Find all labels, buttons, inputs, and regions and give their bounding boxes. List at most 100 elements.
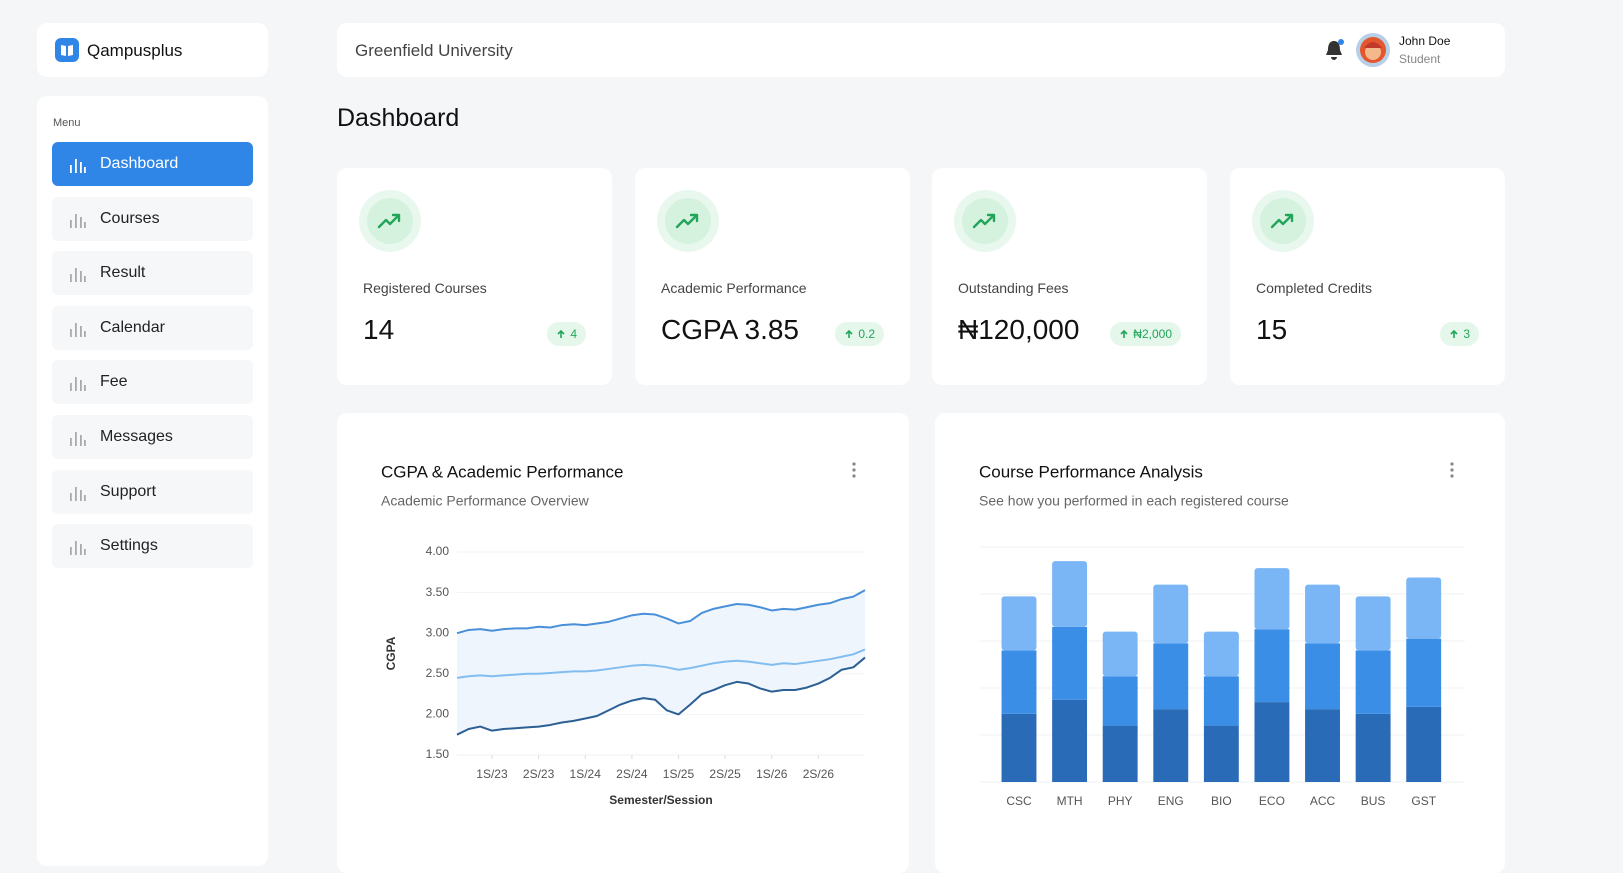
up-arrow-path — [1450, 329, 1458, 338]
up-arrow — [557, 329, 565, 338]
x-tick-label: 2S/23 — [523, 767, 555, 781]
stat-label: Completed Credits — [1256, 280, 1372, 296]
menu-text: Dashboard — [100, 155, 179, 172]
chart: CGPA & Academic Performance Academic Per… — [381, 462, 866, 807]
bar-segment — [1102, 631, 1138, 677]
chart-title: Course Performance Analysis — [979, 462, 1203, 481]
menu-item[interactable]: Support — [52, 469, 253, 514]
x-tick-label: GST — [1411, 794, 1436, 808]
page: Qampusplus Menu Dashboard Courses Result Ca… — [52, 23, 1505, 809]
menu-label: Menu — [53, 117, 81, 129]
icon-bar — [70, 547, 72, 556]
notification-bell[interactable] — [1323, 38, 1345, 62]
x-axis-label: Semester/Session — [609, 793, 712, 807]
up-arrow-path — [557, 329, 565, 338]
y-tick-label: 2.50 — [426, 666, 450, 680]
bar-segment — [1102, 676, 1138, 726]
bar-segment — [1001, 596, 1037, 651]
icon-bar — [70, 165, 72, 173]
up-arrow — [1450, 329, 1458, 338]
up-arrow — [1120, 329, 1128, 338]
menu-text: Courses — [100, 209, 160, 227]
icon-bar — [80, 271, 82, 283]
menu-icon — [70, 268, 86, 283]
menu-item[interactable]: Fee — [52, 360, 253, 405]
bar-segment — [1406, 577, 1442, 639]
menu-text: Calendar — [100, 318, 165, 336]
user-role: Student — [1399, 52, 1441, 66]
x-tick-label: ENG — [1158, 794, 1184, 808]
stat-change: 0.2 — [835, 322, 884, 346]
more-menu[interactable] — [852, 462, 856, 478]
icon-bar — [75, 432, 77, 446]
menu-item[interactable]: Result — [52, 251, 253, 296]
y-tick-label: 3.00 — [426, 625, 450, 639]
icon-bar — [80, 544, 82, 556]
up-arrow-path — [845, 329, 853, 338]
stat-value: CGPA 3.85 — [661, 314, 800, 345]
menu-item[interactable]: Courses — [52, 196, 253, 241]
bar-segment — [1102, 725, 1138, 782]
trend-arrow — [377, 213, 401, 229]
series-line — [456, 656, 866, 736]
menu-item[interactable]: Messages — [52, 415, 253, 459]
stat-card: Academic Performance CGPA 3.85 0.2 — [635, 168, 910, 385]
menu-item[interactable]: Settings — [52, 524, 253, 569]
icon-bar — [84, 330, 86, 337]
chart-subtitle: Academic Performance Overview — [381, 493, 590, 509]
stat-label: Academic Performance — [661, 280, 807, 296]
stat-icon — [954, 190, 1016, 252]
top-bar: Greenfield University John Doe Student — [337, 23, 1505, 77]
icon-bar — [84, 549, 86, 556]
trend-arrow — [972, 213, 996, 229]
x-tick-label: 2S/26 — [803, 767, 835, 781]
trend-icon — [1270, 213, 1294, 229]
menu-item[interactable]: Dashboard — [52, 142, 253, 186]
bar-segment — [1203, 676, 1239, 726]
icon-bar — [75, 541, 77, 556]
menu-icon — [70, 432, 86, 446]
x-tick-label: MTH — [1057, 794, 1083, 808]
y-axis-label: CGPA — [384, 636, 398, 670]
bar-segment — [1001, 650, 1037, 714]
menu-text: Support — [100, 482, 157, 500]
bar-segment — [1052, 626, 1088, 700]
icon-bar — [84, 167, 86, 173]
stat-icon — [359, 190, 421, 252]
x-tick-label: 2S/25 — [709, 767, 741, 781]
chart: Course Performance Analysis See how you … — [979, 462, 1465, 808]
x-tick-label: 1S/26 — [756, 767, 788, 781]
stat-change-value: ₦2,000 — [1133, 327, 1172, 341]
icon-bar — [70, 219, 72, 228]
cgpa-chart-card: CGPA & Academic Performance Academic Per… — [337, 413, 909, 873]
bar-segment — [1355, 596, 1391, 651]
user-name: John Doe — [1399, 34, 1451, 48]
icon-bar — [70, 438, 72, 446]
stat-change: 3 — [1440, 322, 1479, 346]
bar-segment — [1052, 699, 1088, 782]
menu-item[interactable]: Calendar — [52, 305, 253, 350]
user-avatar[interactable] — [1355, 32, 1391, 68]
icon-bar — [75, 159, 77, 173]
icon-bar — [70, 328, 72, 337]
bar-segment — [1406, 706, 1442, 782]
stat-icon — [657, 190, 719, 252]
stat-label: Outstanding Fees — [958, 280, 1069, 296]
bar-segment — [1153, 584, 1189, 644]
icon-bar — [84, 276, 86, 283]
bar-segment — [1203, 631, 1239, 677]
x-tick-label: 2S/24 — [616, 767, 648, 781]
institution-name: Greenfield University — [355, 41, 513, 60]
series-line — [456, 589, 866, 635]
icon-bar — [75, 486, 77, 501]
menu-icon — [70, 377, 86, 392]
menu-icon — [70, 159, 86, 173]
bar-segment — [1153, 643, 1189, 710]
bar-segment — [1254, 568, 1290, 630]
more-menu[interactable] — [1450, 462, 1454, 478]
stat-value: 14 — [363, 314, 395, 345]
icon-bar — [84, 494, 86, 501]
icon-bar — [80, 162, 82, 173]
y-tick-label: 2.00 — [426, 707, 450, 721]
course-chart-card: Course Performance Analysis See how you … — [935, 413, 1505, 873]
